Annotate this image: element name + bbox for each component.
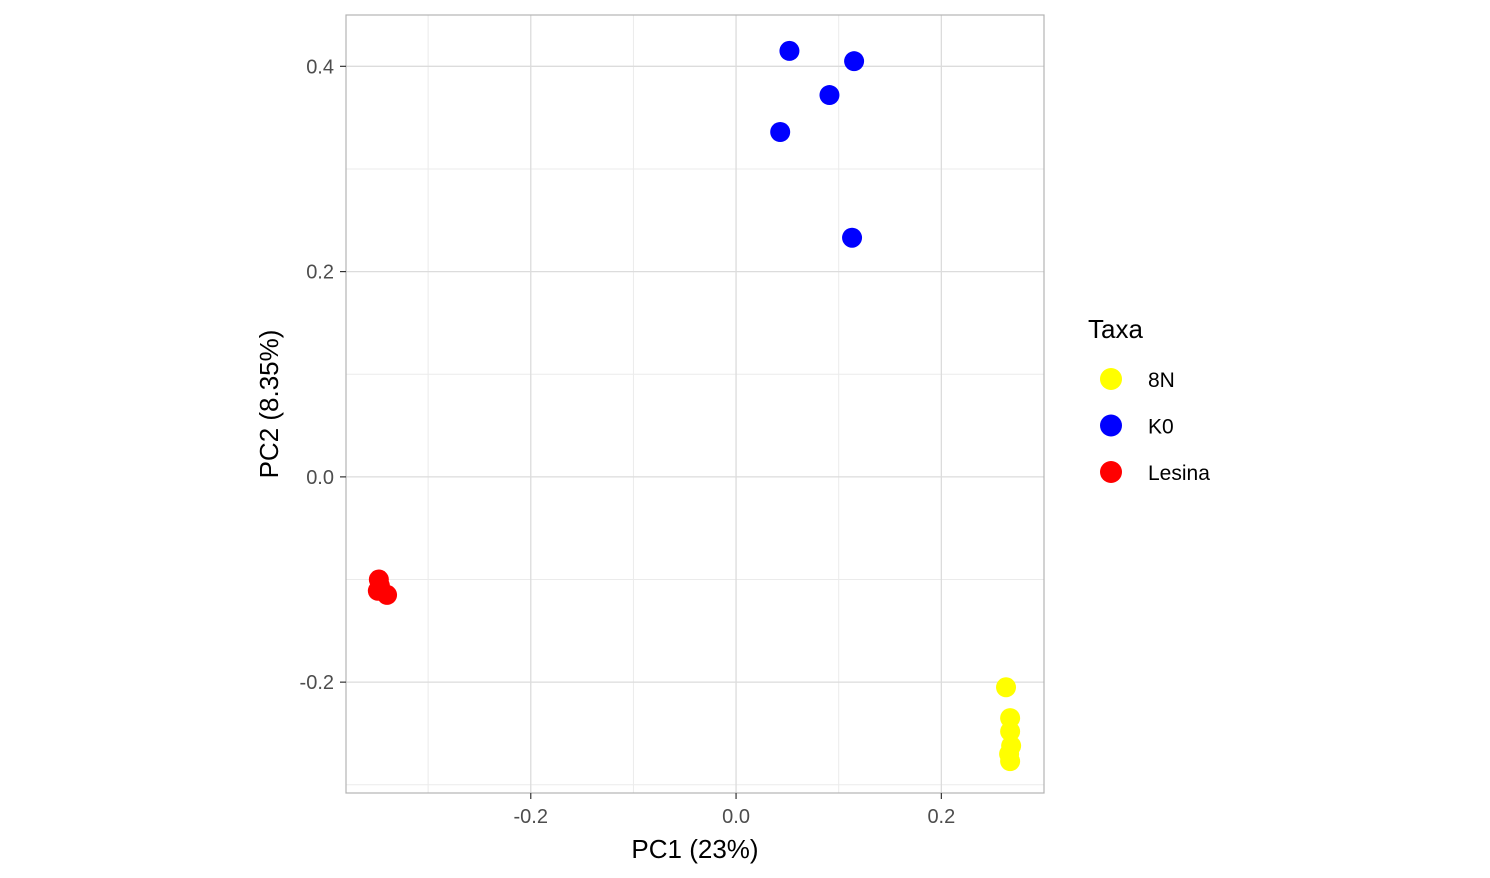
legend-label-k0: K0 xyxy=(1148,416,1174,439)
y-tick-label: 0.2 xyxy=(306,262,334,284)
legend-items: 8N K0 Lesina xyxy=(1100,368,1210,485)
legend-title: Taxa xyxy=(1088,314,1143,344)
x-tick-label: 0.0 xyxy=(722,806,750,828)
x-tick-label: -0.2 xyxy=(514,806,548,828)
data-points xyxy=(367,40,1022,772)
point-k0 xyxy=(770,122,791,143)
point-8n xyxy=(1000,751,1021,772)
y-axis: -0.2 0.0 0.2 0.4 xyxy=(300,56,346,694)
y-tick-label: 0.4 xyxy=(306,56,334,78)
x-axis-title: PC1 (23%) xyxy=(631,834,758,864)
legend-label-8n: 8N xyxy=(1148,369,1175,392)
legend: Taxa 8N K0 Lesina xyxy=(1088,314,1210,485)
point-8n xyxy=(996,677,1017,698)
legend-label-lesina: Lesina xyxy=(1148,462,1210,485)
point-k0 xyxy=(842,227,863,248)
y-axis-title: PC2 (8.35%) xyxy=(254,330,284,479)
legend-key-8n xyxy=(1100,368,1122,390)
y-tick-label: -0.2 xyxy=(300,672,334,694)
x-tick-label: 0.2 xyxy=(927,806,955,828)
legend-key-k0 xyxy=(1100,414,1122,437)
x-axis: -0.2 0.0 0.2 xyxy=(514,793,955,828)
point-lesina xyxy=(377,584,398,605)
point-k0 xyxy=(819,85,840,106)
point-k0 xyxy=(779,40,800,61)
point-k0 xyxy=(844,51,865,72)
grid-lines xyxy=(346,15,1044,793)
panel-border xyxy=(345,14,1045,794)
point-8n xyxy=(1000,721,1021,742)
legend-key-lesina xyxy=(1100,461,1122,483)
y-tick-label: 0.0 xyxy=(306,467,334,489)
